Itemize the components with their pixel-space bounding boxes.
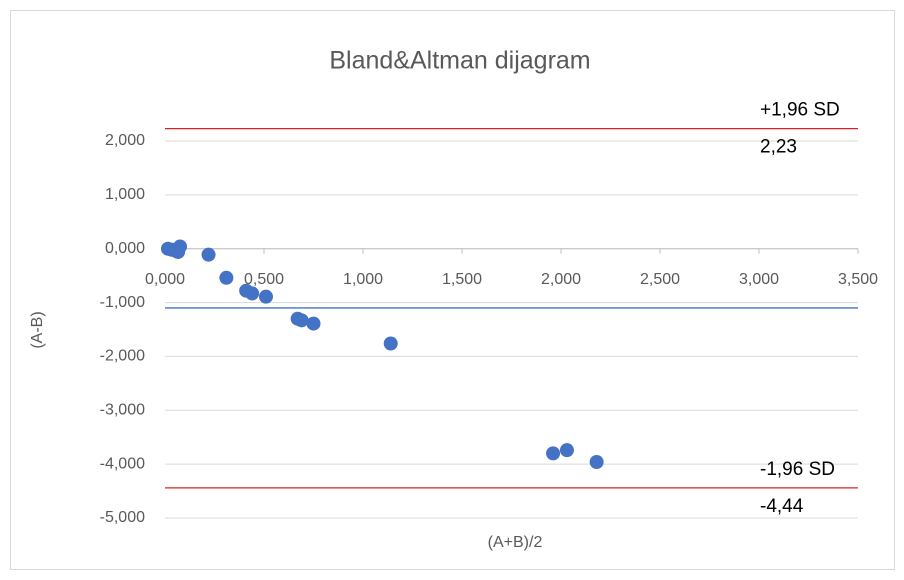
y-tick-label: -4,000 xyxy=(100,455,145,472)
point xyxy=(219,270,234,285)
reference-name: -1,96 SD xyxy=(760,459,835,480)
reference-name: +1,96 SD xyxy=(760,100,840,121)
point xyxy=(306,316,321,331)
x-tick-label: 0,000 xyxy=(145,271,185,288)
y-tick-label: 1,000 xyxy=(105,186,145,203)
y-tick-label: -2,000 xyxy=(100,348,145,365)
x-tick-label: 1,000 xyxy=(343,271,383,288)
point xyxy=(245,286,260,301)
point xyxy=(546,446,561,461)
y-tick-label: 2,000 xyxy=(105,132,145,149)
x-tick-label: 3,000 xyxy=(739,271,779,288)
point xyxy=(258,289,273,304)
x-axis-label: (A+B)/2 xyxy=(488,534,543,551)
point xyxy=(294,313,309,328)
x-tick-label: 2,500 xyxy=(640,271,680,288)
y-tick-label: 0,000 xyxy=(105,240,145,257)
point xyxy=(559,443,574,458)
x-tick-label: 3,500 xyxy=(838,271,878,288)
x-tick-label: 1,500 xyxy=(442,271,482,288)
point xyxy=(589,454,604,469)
reference-label: -4,44 xyxy=(760,496,804,517)
x-tick-label: 2,000 xyxy=(541,271,581,288)
chart-title: Bland&Altman dijagram xyxy=(329,47,590,75)
point xyxy=(201,247,216,262)
y-axis-label: (A-B) xyxy=(29,311,46,348)
point xyxy=(383,336,398,351)
x-tick-label: 0,500 xyxy=(244,271,284,288)
y-tick-label: -5,000 xyxy=(100,509,145,526)
reference-label: 2,23 xyxy=(760,137,797,158)
chart-border xyxy=(10,10,895,570)
y-tick-label: -3,000 xyxy=(100,402,145,419)
point xyxy=(171,244,186,259)
y-tick-label: -1,000 xyxy=(100,294,145,311)
